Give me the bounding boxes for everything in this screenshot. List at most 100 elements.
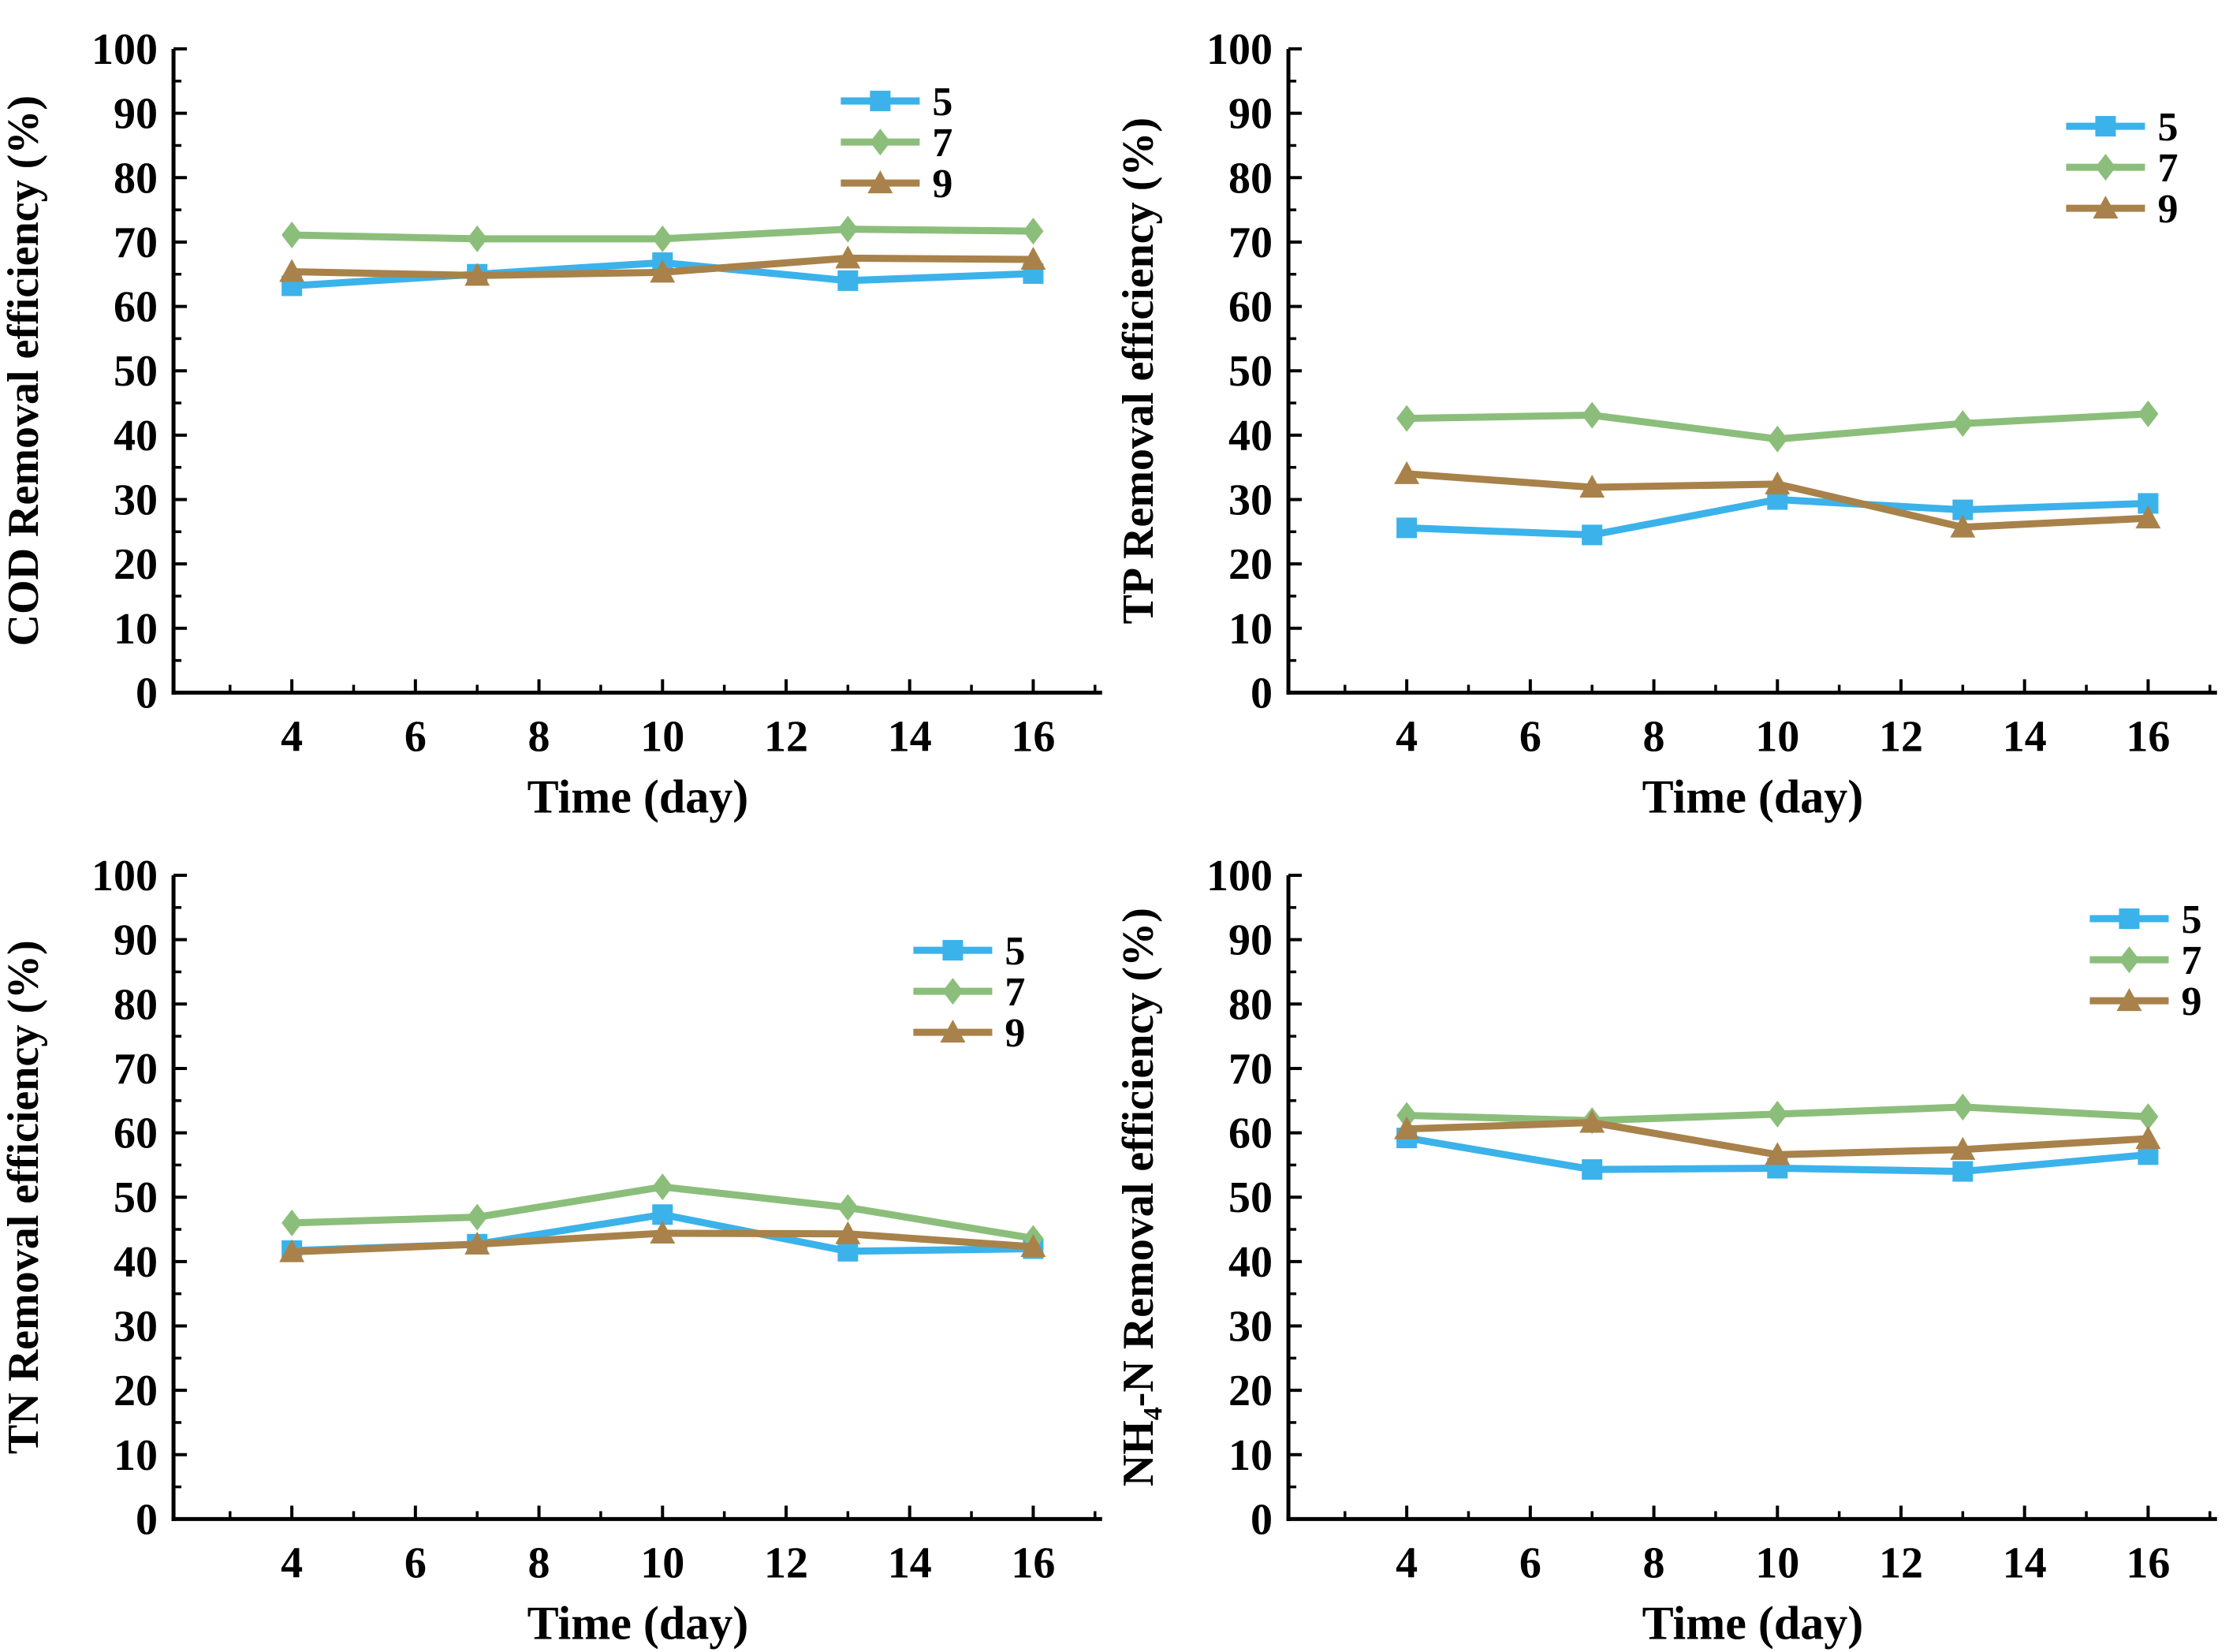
x-tick-label: 12 bbox=[1878, 1538, 1922, 1587]
y-tick-label: 0 bbox=[136, 1495, 158, 1544]
series-marker-7 bbox=[837, 215, 859, 243]
y-tick-label: 10 bbox=[1228, 605, 1273, 654]
x-tick-label: 10 bbox=[1755, 1538, 1799, 1587]
y-axis-title: COD Removal efficiency (%) bbox=[0, 95, 48, 646]
series-marker-9 bbox=[279, 259, 305, 282]
x-tick-label: 14 bbox=[888, 712, 932, 761]
y-tick-label: 90 bbox=[114, 915, 158, 964]
series-marker-9 bbox=[1579, 1109, 1605, 1133]
x-tick-label: 12 bbox=[764, 712, 808, 761]
x-axis-title: Time (day) bbox=[527, 770, 749, 822]
y-tick-label: 100 bbox=[91, 852, 158, 901]
legend-label-9: 9 bbox=[1005, 1011, 1025, 1056]
x-tick-label: 14 bbox=[2002, 712, 2046, 761]
y-tick-label: 20 bbox=[114, 540, 158, 589]
y-tick-label: 50 bbox=[1228, 1173, 1273, 1222]
series-marker-7 bbox=[1951, 1093, 1973, 1121]
series-marker-7 bbox=[1396, 1102, 1417, 1129]
x-tick-label: 12 bbox=[1878, 712, 1922, 761]
y-tick-label: 90 bbox=[1228, 915, 1273, 964]
x-axis-title: Time (day) bbox=[1642, 1597, 1863, 1649]
y-tick-label: 70 bbox=[114, 218, 158, 267]
legend-marker-9 bbox=[2092, 196, 2118, 219]
y-tick-label: 90 bbox=[114, 90, 158, 139]
legend-label-5: 5 bbox=[1005, 929, 1025, 974]
legend-label-9: 9 bbox=[932, 162, 952, 207]
legend-marker-9 bbox=[940, 1019, 966, 1042]
y-axis-title: TP Removal efficiency (%) bbox=[1115, 117, 1163, 624]
y-tick-label: 10 bbox=[1228, 1430, 1273, 1479]
series-marker-7 bbox=[837, 1193, 859, 1221]
series-marker-7 bbox=[467, 225, 488, 252]
x-tick-label: 16 bbox=[2126, 1538, 2170, 1587]
series-marker-7 bbox=[652, 1173, 673, 1200]
series-marker-7 bbox=[1023, 218, 1044, 245]
legend-label-5: 5 bbox=[932, 80, 952, 125]
y-tick-label: 80 bbox=[1228, 980, 1273, 1029]
series-marker-9 bbox=[650, 1220, 676, 1244]
legend-label-7: 7 bbox=[2157, 146, 2178, 191]
y-tick-label: 60 bbox=[114, 283, 158, 332]
y-tick-label: 20 bbox=[114, 1367, 158, 1415]
y-tick-label: 40 bbox=[1228, 1237, 1273, 1286]
x-axis-title: Time (day) bbox=[1642, 770, 1863, 822]
series-marker-9 bbox=[1764, 471, 1790, 494]
x-tick-label: 8 bbox=[1642, 712, 1664, 761]
y-tick-label: 80 bbox=[1228, 154, 1273, 203]
y-tick-label: 70 bbox=[114, 1044, 158, 1093]
series-marker-9 bbox=[1579, 474, 1605, 498]
legend-label-9: 9 bbox=[2181, 979, 2201, 1024]
x-tick-label: 8 bbox=[528, 1538, 550, 1587]
series-marker-7 bbox=[1766, 1100, 1787, 1128]
series-marker-5 bbox=[1581, 524, 1602, 546]
y-tick-label: 100 bbox=[91, 25, 158, 74]
chart-panel-nh4n: 100 90 80 70 60 50 40 30 20 10 0 4 6 8 10 12 14 16 NH₄-N R… bbox=[1115, 826, 2229, 1652]
series-marker-9 bbox=[835, 245, 861, 269]
x-axis-title: Time (day) bbox=[527, 1597, 749, 1649]
series-marker-5 bbox=[1581, 1158, 1602, 1180]
series-marker-9 bbox=[464, 1231, 490, 1255]
y-tick-label: 30 bbox=[1228, 476, 1273, 525]
x-tick-label: 4 bbox=[281, 1538, 303, 1587]
x-tick-label: 16 bbox=[1011, 712, 1055, 761]
x-tick-label: 4 bbox=[1396, 1538, 1418, 1587]
series-marker-9 bbox=[1020, 1233, 1046, 1257]
y-tick-label: 100 bbox=[1206, 852, 1273, 901]
series-marker-9 bbox=[835, 1221, 861, 1244]
x-tick-label: 14 bbox=[888, 1538, 932, 1587]
legend-label-7: 7 bbox=[1005, 970, 1025, 1015]
y-tick-label: 60 bbox=[114, 1109, 158, 1158]
series-marker-9 bbox=[1949, 1136, 1975, 1160]
series-marker-7 bbox=[652, 225, 673, 252]
y-tick-label: 70 bbox=[1228, 1044, 1273, 1093]
y-tick-label: 60 bbox=[1228, 1109, 1273, 1158]
legend-marker-5 bbox=[942, 939, 964, 960]
y-tick-label: 80 bbox=[114, 154, 158, 203]
y-tick-label: 0 bbox=[1251, 669, 1273, 718]
series-marker-5 bbox=[1396, 517, 1417, 539]
x-tick-label: 6 bbox=[404, 712, 427, 761]
legend-label-9: 9 bbox=[2157, 187, 2178, 232]
series-marker-7 bbox=[467, 1203, 488, 1231]
series-marker-7 bbox=[1951, 410, 1973, 438]
y-tick-label: 0 bbox=[1251, 1495, 1273, 1544]
x-tick-label: 4 bbox=[1396, 712, 1418, 761]
y-tick-label: 40 bbox=[114, 1237, 158, 1286]
x-tick-label: 6 bbox=[1519, 1538, 1541, 1587]
series-marker-5 bbox=[837, 270, 859, 291]
series-marker-9 bbox=[2134, 505, 2160, 529]
x-tick-label: 8 bbox=[1642, 1538, 1664, 1587]
y-axis-title: NH₄-N Removal efficiency (%) bbox=[1115, 908, 1163, 1486]
series-marker-7 bbox=[1581, 401, 1602, 429]
y-tick-label: 10 bbox=[114, 605, 158, 654]
series-marker-7 bbox=[281, 1209, 303, 1236]
y-tick-label: 0 bbox=[136, 669, 158, 718]
series-marker-9 bbox=[1764, 1141, 1790, 1165]
legend-marker-7 bbox=[2118, 945, 2139, 973]
series-marker-9 bbox=[1393, 1116, 1419, 1139]
y-tick-label: 100 bbox=[1206, 25, 1273, 74]
y-tick-label: 40 bbox=[114, 412, 158, 461]
